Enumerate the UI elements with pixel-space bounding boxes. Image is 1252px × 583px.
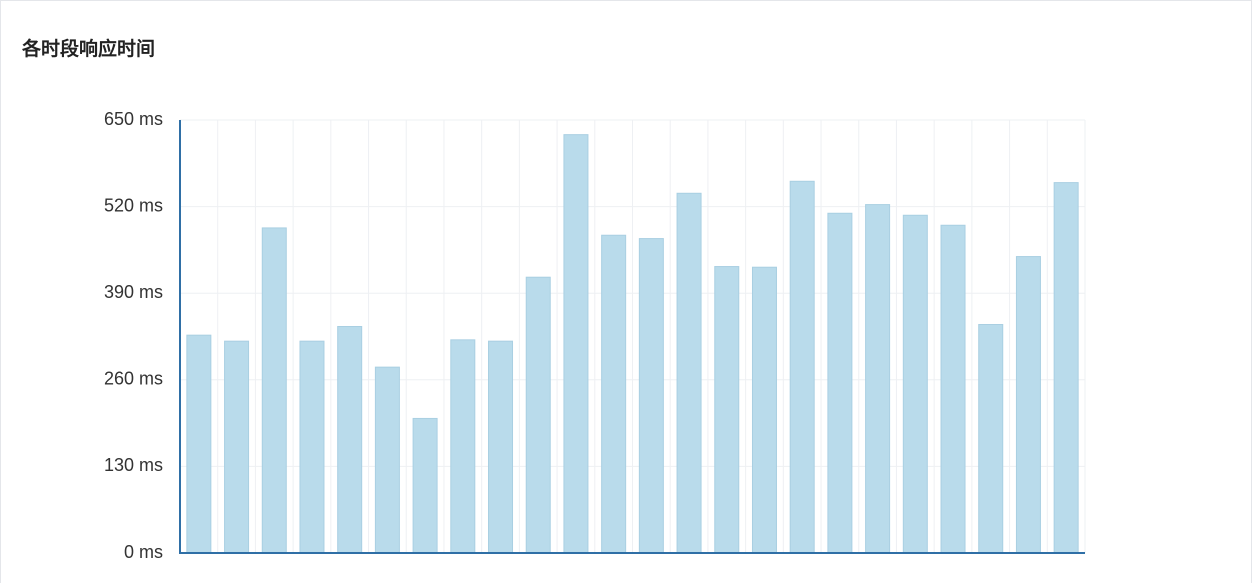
bar <box>374 366 400 554</box>
bar <box>940 224 966 554</box>
y-tick-label: 520 ms <box>104 195 163 215</box>
y-tick-label: 0 ms <box>124 542 163 562</box>
bar <box>865 204 891 554</box>
bar <box>488 340 514 554</box>
bar <box>751 266 777 554</box>
bar <box>978 324 1004 554</box>
y-tick-label: 390 ms <box>104 282 163 302</box>
bar <box>337 326 363 554</box>
bar <box>714 266 740 554</box>
bar <box>412 417 438 554</box>
bar <box>450 339 476 554</box>
y-tick-label: 260 ms <box>104 369 163 389</box>
bar <box>789 180 815 554</box>
bar <box>1053 182 1079 554</box>
bar <box>563 134 589 554</box>
bar <box>224 340 250 554</box>
bar <box>186 334 212 554</box>
bar <box>676 192 702 554</box>
bar <box>299 340 325 554</box>
bar <box>638 238 664 554</box>
y-tick-label: 130 ms <box>104 455 163 475</box>
bar <box>902 214 928 554</box>
bar <box>261 227 287 554</box>
bar <box>827 212 853 554</box>
bar <box>601 234 627 554</box>
bar <box>1015 256 1041 554</box>
bar <box>525 276 551 554</box>
chart-title: 各时段响应时间 <box>21 37 155 60</box>
y-tick-label: 650 ms <box>104 109 163 129</box>
